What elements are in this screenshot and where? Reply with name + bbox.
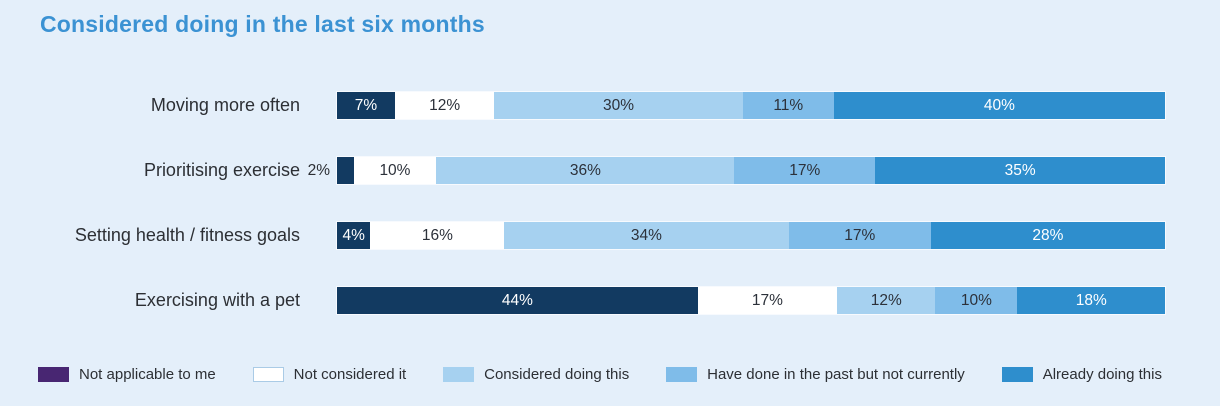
row-label: Setting health / fitness goals bbox=[74, 225, 300, 245]
segment-value-label: 40% bbox=[983, 96, 1015, 114]
legend-label: Not considered it bbox=[293, 366, 407, 383]
legend-label: Already doing this bbox=[1042, 366, 1162, 383]
stacked-bar: 44% 17% 12% 10% 18% bbox=[337, 287, 1165, 314]
segment-value-label: 12% bbox=[429, 96, 461, 114]
chart-legend: Not applicable to me Not considered it Con… bbox=[38, 366, 1162, 383]
segment-value-label: 44% bbox=[501, 291, 533, 309]
bar-segment: 17% bbox=[697, 287, 838, 314]
bar-segment: 11% bbox=[742, 92, 834, 119]
outside-segment-label: 2% bbox=[307, 161, 330, 179]
row-label: Moving more often bbox=[150, 95, 300, 115]
legend-label: Not applicable to me bbox=[79, 366, 216, 383]
segment-value-label: 7% bbox=[354, 96, 378, 114]
legend-swatch-icon bbox=[1001, 367, 1033, 382]
stacked-bar: 7% 12% 30% 11% 40% bbox=[337, 92, 1165, 119]
segment-value-label: 30% bbox=[603, 96, 635, 114]
legend-item: Already doing this bbox=[1001, 366, 1162, 383]
stacked-bar: 10% 36% 17% 35% bbox=[337, 157, 1165, 184]
bar-segment: 40% bbox=[833, 92, 1165, 119]
segment-value-label: 10% bbox=[960, 291, 992, 309]
segment-value-label: 17% bbox=[751, 291, 783, 309]
segment-value-label: 17% bbox=[844, 226, 876, 244]
legend-label: Considered doing this bbox=[484, 366, 630, 383]
segment-value-label: 36% bbox=[569, 161, 601, 179]
bar-segment: 12% bbox=[394, 92, 495, 119]
bar-segment: 10% bbox=[935, 287, 1018, 314]
segment-value-label: 35% bbox=[1004, 161, 1036, 179]
row-label: Exercising with a pet bbox=[134, 290, 300, 310]
chart-row: Exercising with a pet 44% 17% 12% 10% 18% bbox=[0, 287, 1220, 314]
bar-segment: 4% bbox=[337, 222, 371, 249]
bar-segment: 18% bbox=[1017, 287, 1165, 314]
bar-segment: 34% bbox=[504, 222, 789, 249]
legend-item: Considered doing this bbox=[443, 366, 629, 383]
bar-segment: 17% bbox=[788, 222, 931, 249]
chart-row: Moving more often 7% 12% 30% 11% 40% bbox=[0, 92, 1220, 119]
legend-swatch-icon bbox=[38, 367, 69, 382]
bar-segment bbox=[337, 157, 354, 184]
bar-segment: 17% bbox=[734, 157, 876, 184]
legend-swatch-icon bbox=[666, 367, 698, 382]
segment-value-label: 34% bbox=[630, 226, 662, 244]
chart-title: Considered doing in the last six months bbox=[40, 11, 485, 37]
segment-value-label: 4% bbox=[342, 226, 365, 244]
chart-row: Setting health / fitness goals 4% 16% 34% 17… bbox=[0, 222, 1220, 249]
segment-value-label: 28% bbox=[1032, 226, 1064, 244]
chart-row: Prioritising exercise 2% 10% 36% 17% 35% bbox=[0, 157, 1220, 184]
row-label: Prioritising exercise bbox=[143, 160, 300, 180]
legend-item: Not considered it bbox=[252, 366, 407, 383]
bar-segment: 44% bbox=[337, 287, 698, 314]
legend-item: Not applicable to me bbox=[38, 366, 216, 383]
stacked-bar: 4% 16% 34% 17% 28% bbox=[337, 222, 1165, 249]
bar-segment: 10% bbox=[353, 157, 437, 184]
bar-chart: Moving more often 7% 12% 30% 11% 40% Prioritis… bbox=[0, 92, 1220, 314]
bar-segment: 16% bbox=[370, 222, 505, 249]
segment-value-label: 11% bbox=[773, 96, 804, 114]
bar-segment: 12% bbox=[837, 287, 936, 314]
segment-value-label: 10% bbox=[379, 161, 411, 179]
segment-value-label: 12% bbox=[870, 291, 902, 309]
bar-segment: 30% bbox=[494, 92, 743, 119]
bar-segment: 36% bbox=[436, 157, 735, 184]
legend-label: Have done in the past but not currently bbox=[707, 366, 965, 383]
segment-value-label: 18% bbox=[1075, 291, 1107, 309]
legend-swatch-icon bbox=[443, 367, 475, 382]
segment-value-label: 17% bbox=[789, 161, 821, 179]
bar-segment: 35% bbox=[875, 157, 1165, 184]
bar-segment: 7% bbox=[337, 92, 395, 119]
legend-item: Have done in the past but not currently bbox=[666, 366, 965, 383]
segment-value-label: 16% bbox=[421, 226, 453, 244]
legend-swatch-icon bbox=[252, 367, 284, 382]
bar-segment: 28% bbox=[930, 222, 1165, 249]
